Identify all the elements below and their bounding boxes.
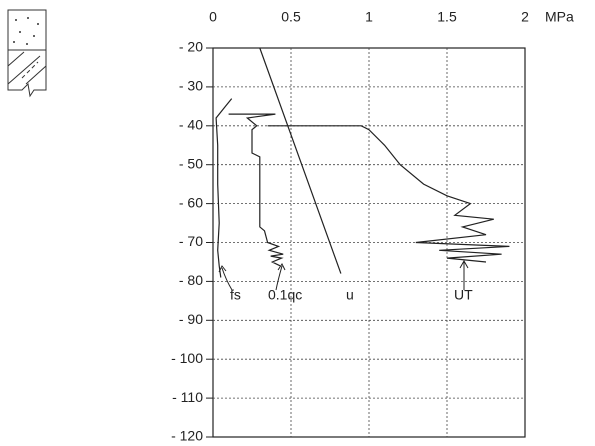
y-tick-label: - 20 [179,39,203,55]
x-tick-label: 1 [365,9,373,25]
y-tick-label: - 110 [172,389,203,405]
clay-hatch [7,51,47,85]
series-line [267,125,510,263]
series-line [228,113,284,267]
x-axis-label: MPa [545,9,574,25]
y-tick-label: - 30 [179,78,203,94]
x-tick-label: 0.5 [281,9,301,25]
y-tick-label: - 50 [179,155,203,171]
y-tick-label: - 120 [171,428,203,444]
series-line [215,98,233,278]
sand-layer [7,9,47,51]
y-tick-label: - 90 [179,311,203,327]
y-tick-label: - 60 [179,194,203,210]
clay-dash [21,61,39,79]
soil-legend-icon [7,9,47,98]
sand-dots [13,17,39,45]
series-annotation: fs [230,287,241,303]
series-annotation: u [346,287,354,303]
clay-layer [7,50,47,98]
series-annotation: 0.1qc [268,287,302,303]
x-tick-label: 0 [209,9,217,25]
y-tick-label: - 40 [179,117,203,133]
y-tick-label: - 100 [171,350,203,366]
series-annotation: UT [454,287,473,303]
series-line [259,47,342,274]
y-tick-label: - 70 [179,233,203,249]
x-tick-label: 2 [521,9,529,25]
y-tick-label: - 80 [179,272,203,288]
annotation-arrows [218,259,469,291]
x-tick-label: 1.5 [437,9,457,25]
